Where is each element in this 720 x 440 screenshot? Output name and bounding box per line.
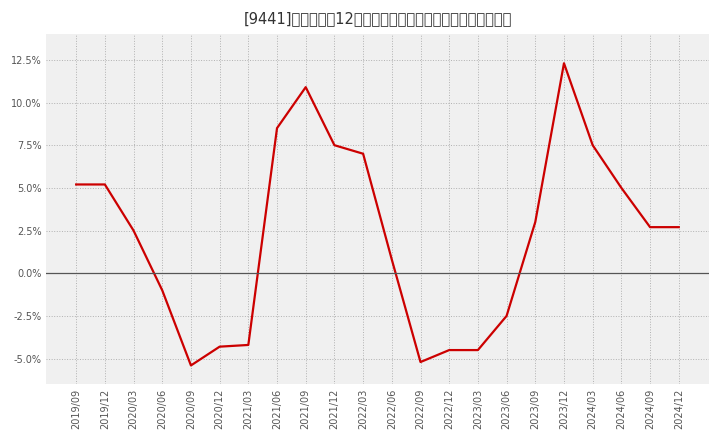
Title: [9441]　売上高の12か月移動合計の対前年同期増減率の推移: [9441] 売上高の12か月移動合計の対前年同期増減率の推移	[243, 11, 512, 26]
